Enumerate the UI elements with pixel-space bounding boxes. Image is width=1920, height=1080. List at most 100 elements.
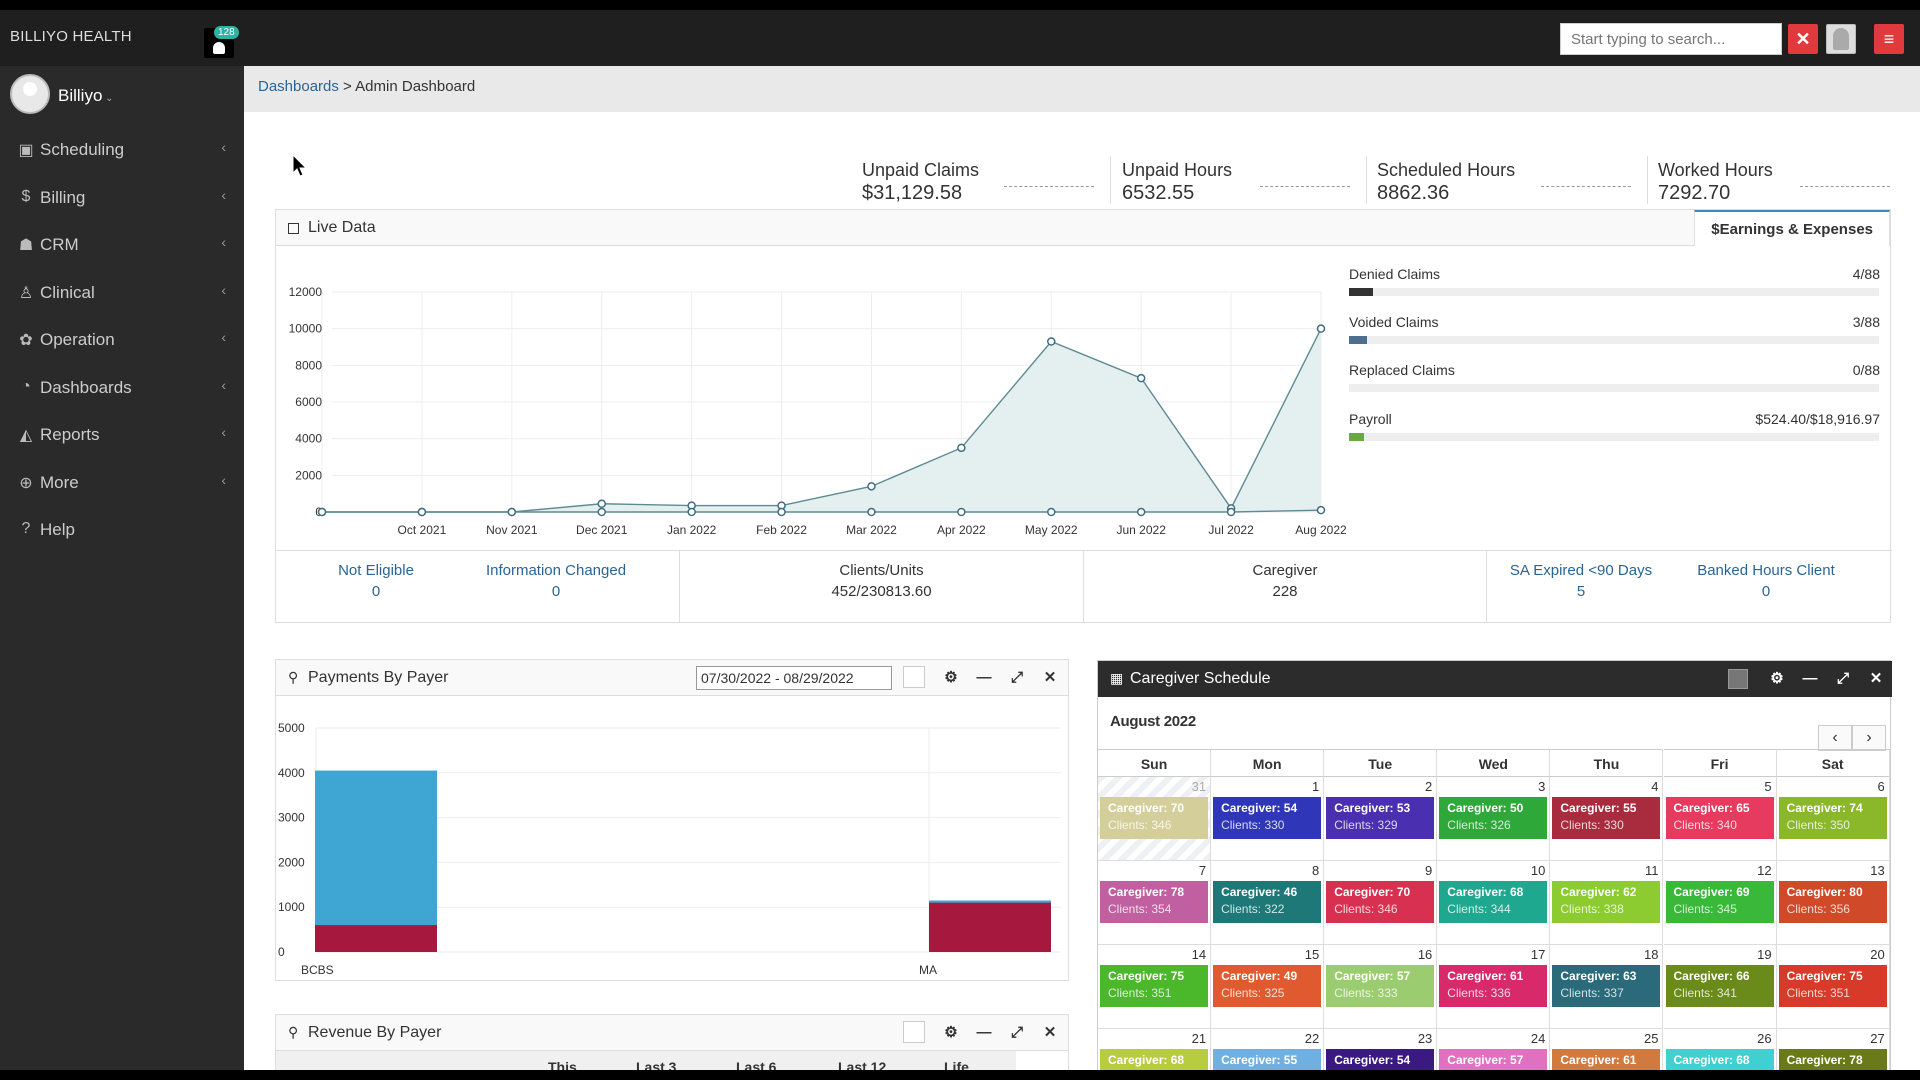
close-icon: ✕ xyxy=(1869,670,1883,687)
calendar-day[interactable]: 14 Caregiver: 75 Clients: 351 xyxy=(1098,945,1212,1029)
calendar-day[interactable]: 1 Caregiver: 54 Clients: 330 xyxy=(1211,777,1325,861)
schedule-event[interactable]: Caregiver: 74 Clients: 350 xyxy=(1778,797,1887,839)
calendar-day[interactable]: 10 Caregiver: 68 Clients: 344 xyxy=(1437,861,1551,945)
next-month-button[interactable]: › xyxy=(1852,725,1886,751)
schedule-event[interactable]: Caregiver: 70 Clients: 346 xyxy=(1326,881,1435,923)
calendar-day[interactable]: 7 Caregiver: 78 Clients: 354 xyxy=(1098,861,1212,945)
calendar-day[interactable]: 27 Caregiver: 78 Clients: 354 xyxy=(1777,1029,1890,1070)
schedule-event[interactable]: Caregiver: 80 Clients: 356 xyxy=(1778,881,1887,923)
calendar-day[interactable]: 3 Caregiver: 50 Clients: 326 xyxy=(1437,777,1551,861)
schedule-event[interactable]: Caregiver: 50 Clients: 326 xyxy=(1439,797,1548,839)
sidebar-item-help[interactable]: ? Help xyxy=(0,510,244,550)
schedule-event[interactable]: Caregiver: 62 Clients: 338 xyxy=(1552,881,1661,923)
close-button[interactable]: ✕ xyxy=(1864,667,1888,691)
calendar-day[interactable]: 18 Caregiver: 63 Clients: 337 xyxy=(1550,945,1664,1029)
calendar-day[interactable]: 8 Caregiver: 46 Clients: 322 xyxy=(1211,861,1325,945)
kpi-sa-expired[interactable]: SA Expired <90 Days 5 xyxy=(1506,560,1656,602)
close-button[interactable]: ✕ xyxy=(1038,1021,1062,1045)
calendar-day[interactable]: 21 Caregiver: 68 Clients: 344 xyxy=(1098,1029,1212,1070)
kpi-banked-hours[interactable]: Banked Hours Client 0 xyxy=(1676,560,1856,602)
breadcrumb-dashboards[interactable]: Dashboards xyxy=(258,78,339,95)
collapse-button[interactable]: — xyxy=(972,1021,996,1045)
sparkline xyxy=(1800,186,1890,187)
calendar-day[interactable]: 25 Caregiver: 61 Clients: 337 xyxy=(1550,1029,1664,1070)
calendar-day[interactable]: 2 Caregiver: 53 Clients: 329 xyxy=(1324,777,1438,861)
schedule-event[interactable]: Caregiver: 63 Clients: 337 xyxy=(1552,965,1661,1007)
fullscreen-button[interactable]: ⤢ xyxy=(1005,1021,1029,1045)
sidebar-item-operation[interactable]: ✿ Operation ‹ xyxy=(0,320,244,360)
schedule-event[interactable]: Caregiver: 78 Clients: 354 xyxy=(1100,881,1209,923)
calendar-day[interactable]: 19 Caregiver: 66 Clients: 341 xyxy=(1663,945,1777,1029)
calendar-day[interactable]: 24 Caregiver: 57 Clients: 333 xyxy=(1437,1029,1551,1070)
panel-title: Payments By Payer xyxy=(308,669,449,686)
settings-button[interactable]: ⚙ xyxy=(939,666,963,690)
kpi-not-eligible[interactable]: Not Eligible 0 xyxy=(316,560,436,602)
sidebar-item-crm[interactable]: ☗ CRM ‹ xyxy=(0,225,244,265)
schedule-event[interactable]: Caregiver: 69 Clients: 345 xyxy=(1665,881,1774,923)
fullscreen-button[interactable]: ✕ xyxy=(1788,24,1818,54)
color-toggle[interactable] xyxy=(903,666,925,688)
color-toggle[interactable] xyxy=(903,1021,925,1043)
kpi-label: Clients/Units xyxy=(839,562,924,579)
fullscreen-button[interactable]: ⤢ xyxy=(1831,667,1855,691)
sidebar-item-dashboards[interactable]: ◔ Dashboards ‹ xyxy=(0,368,244,408)
schedule-event[interactable]: Caregiver: 57 Clients: 333 xyxy=(1439,1049,1548,1070)
schedule-event[interactable]: Caregiver: 65 Clients: 340 xyxy=(1665,797,1774,839)
schedule-event[interactable]: Caregiver: 54 Clients: 330 xyxy=(1213,797,1322,839)
expenses-line xyxy=(322,509,1322,513)
calendar-day[interactable]: 26 Caregiver: 68 Clients: 344 xyxy=(1664,1029,1777,1070)
tab-earnings-expenses[interactable]: $Earnings & Expenses xyxy=(1694,210,1890,246)
schedule-event[interactable]: Caregiver: 54 Clients: 330 xyxy=(1326,1049,1435,1070)
menu-button[interactable]: ≡ xyxy=(1874,24,1904,54)
collapse-button[interactable]: — xyxy=(972,666,996,690)
calendar-day[interactable]: 31 Caregiver: 70 Clients: 346 xyxy=(1098,777,1212,861)
notifications-button[interactable]: 128 xyxy=(204,26,239,58)
schedule-event[interactable]: Caregiver: 61 Clients: 336 xyxy=(1439,965,1548,1007)
calendar-day[interactable]: 11 Caregiver: 62 Clients: 338 xyxy=(1550,861,1664,945)
fullscreen-button[interactable]: ⤢ xyxy=(1005,666,1029,690)
schedule-event[interactable]: Caregiver: 55 Clients: 330 xyxy=(1552,797,1661,839)
schedule-event[interactable]: Caregiver: 75 Clients: 351 xyxy=(1778,965,1887,1007)
calendar-day[interactable]: 20 Caregiver: 75 Clients: 351 xyxy=(1776,945,1890,1029)
schedule-event[interactable]: Caregiver: 66 Clients: 341 xyxy=(1665,965,1774,1007)
schedule-event[interactable]: Caregiver: 57 Clients: 333 xyxy=(1326,965,1435,1007)
calendar-day[interactable]: 17 Caregiver: 61 Clients: 336 xyxy=(1437,945,1551,1029)
prev-month-button[interactable]: ‹ xyxy=(1818,725,1852,751)
schedule-event[interactable]: Caregiver: 49 Clients: 325 xyxy=(1213,965,1322,1007)
settings-button[interactable]: ⚙ xyxy=(1765,667,1789,691)
calendar-day[interactable]: 4 Caregiver: 55 Clients: 330 xyxy=(1550,777,1664,861)
schedule-event[interactable]: Caregiver: 70 Clients: 346 xyxy=(1100,797,1209,839)
settings-button[interactable]: ⚙ xyxy=(939,1021,963,1045)
color-toggle[interactable] xyxy=(1728,669,1748,689)
schedule-event[interactable]: Caregiver: 68 Clients: 344 xyxy=(1665,1049,1774,1070)
sidebar-item-more[interactable]: ⊕ More ‹ xyxy=(0,463,244,503)
user-md-icon: ♙ xyxy=(18,284,34,302)
schedule-event[interactable]: Caregiver: 68 Clients: 344 xyxy=(1100,1049,1209,1070)
collapse-button[interactable]: — xyxy=(1798,667,1822,691)
schedule-event[interactable]: Caregiver: 53 Clients: 329 xyxy=(1326,797,1435,839)
schedule-event[interactable]: Caregiver: 78 Clients: 354 xyxy=(1778,1049,1887,1070)
calendar-day[interactable]: 13 Caregiver: 80 Clients: 356 xyxy=(1776,861,1890,945)
schedule-event[interactable]: Caregiver: 75 Clients: 351 xyxy=(1100,965,1209,1007)
sidebar-item-scheduling[interactable]: ▣ Scheduling ‹ xyxy=(0,130,244,170)
calendar-day[interactable]: 16 Caregiver: 57 Clients: 333 xyxy=(1324,945,1438,1029)
sidebar-item-billing[interactable]: $ Billing ‹ xyxy=(0,178,244,218)
calendar-day[interactable]: 22 Caregiver: 55 Clients: 331 xyxy=(1211,1029,1325,1070)
schedule-event[interactable]: Caregiver: 68 Clients: 344 xyxy=(1439,881,1548,923)
profile-button[interactable] xyxy=(1826,24,1856,54)
calendar-day[interactable]: 5 Caregiver: 65 Clients: 340 xyxy=(1663,777,1777,861)
kpi-information-changed[interactable]: Information Changed 0 xyxy=(456,560,656,602)
sidebar-item-clinical[interactable]: ♙ Clinical ‹ xyxy=(0,273,244,313)
calendar-day[interactable]: 15 Caregiver: 49 Clients: 325 xyxy=(1211,945,1325,1029)
date-range-input[interactable] xyxy=(696,666,892,690)
schedule-event[interactable]: Caregiver: 46 Clients: 322 xyxy=(1213,881,1322,923)
schedule-event[interactable]: Caregiver: 55 Clients: 331 xyxy=(1213,1049,1322,1070)
sidebar-item-reports[interactable]: ◭ Reports ‹ xyxy=(0,415,244,455)
close-button[interactable]: ✕ xyxy=(1038,666,1062,690)
calendar-day[interactable]: 23 Caregiver: 54 Clients: 330 xyxy=(1324,1029,1438,1070)
schedule-event[interactable]: Caregiver: 61 Clients: 337 xyxy=(1552,1049,1661,1070)
calendar-day[interactable]: 12 Caregiver: 69 Clients: 345 xyxy=(1663,861,1777,945)
calendar-day[interactable]: 9 Caregiver: 70 Clients: 346 xyxy=(1324,861,1438,945)
search-input[interactable] xyxy=(1560,23,1782,55)
calendar-day[interactable]: 6 Caregiver: 74 Clients: 350 xyxy=(1776,777,1890,861)
